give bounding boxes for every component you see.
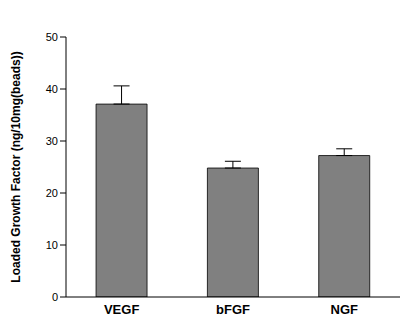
svg-text:VEGF: VEGF — [104, 302, 139, 317]
svg-text:NGF: NGF — [331, 302, 359, 317]
svg-text:Loaded Growth Factor (ng/10mg(: Loaded Growth Factor (ng/10mg(beads)) — [9, 51, 23, 282]
svg-text:30: 30 — [46, 135, 58, 147]
svg-text:50: 50 — [46, 31, 58, 43]
svg-text:20: 20 — [46, 187, 58, 199]
svg-text:40: 40 — [46, 83, 58, 95]
svg-text:10: 10 — [46, 239, 58, 251]
svg-text:0: 0 — [52, 291, 58, 303]
svg-text:bFGF: bFGF — [216, 302, 250, 317]
